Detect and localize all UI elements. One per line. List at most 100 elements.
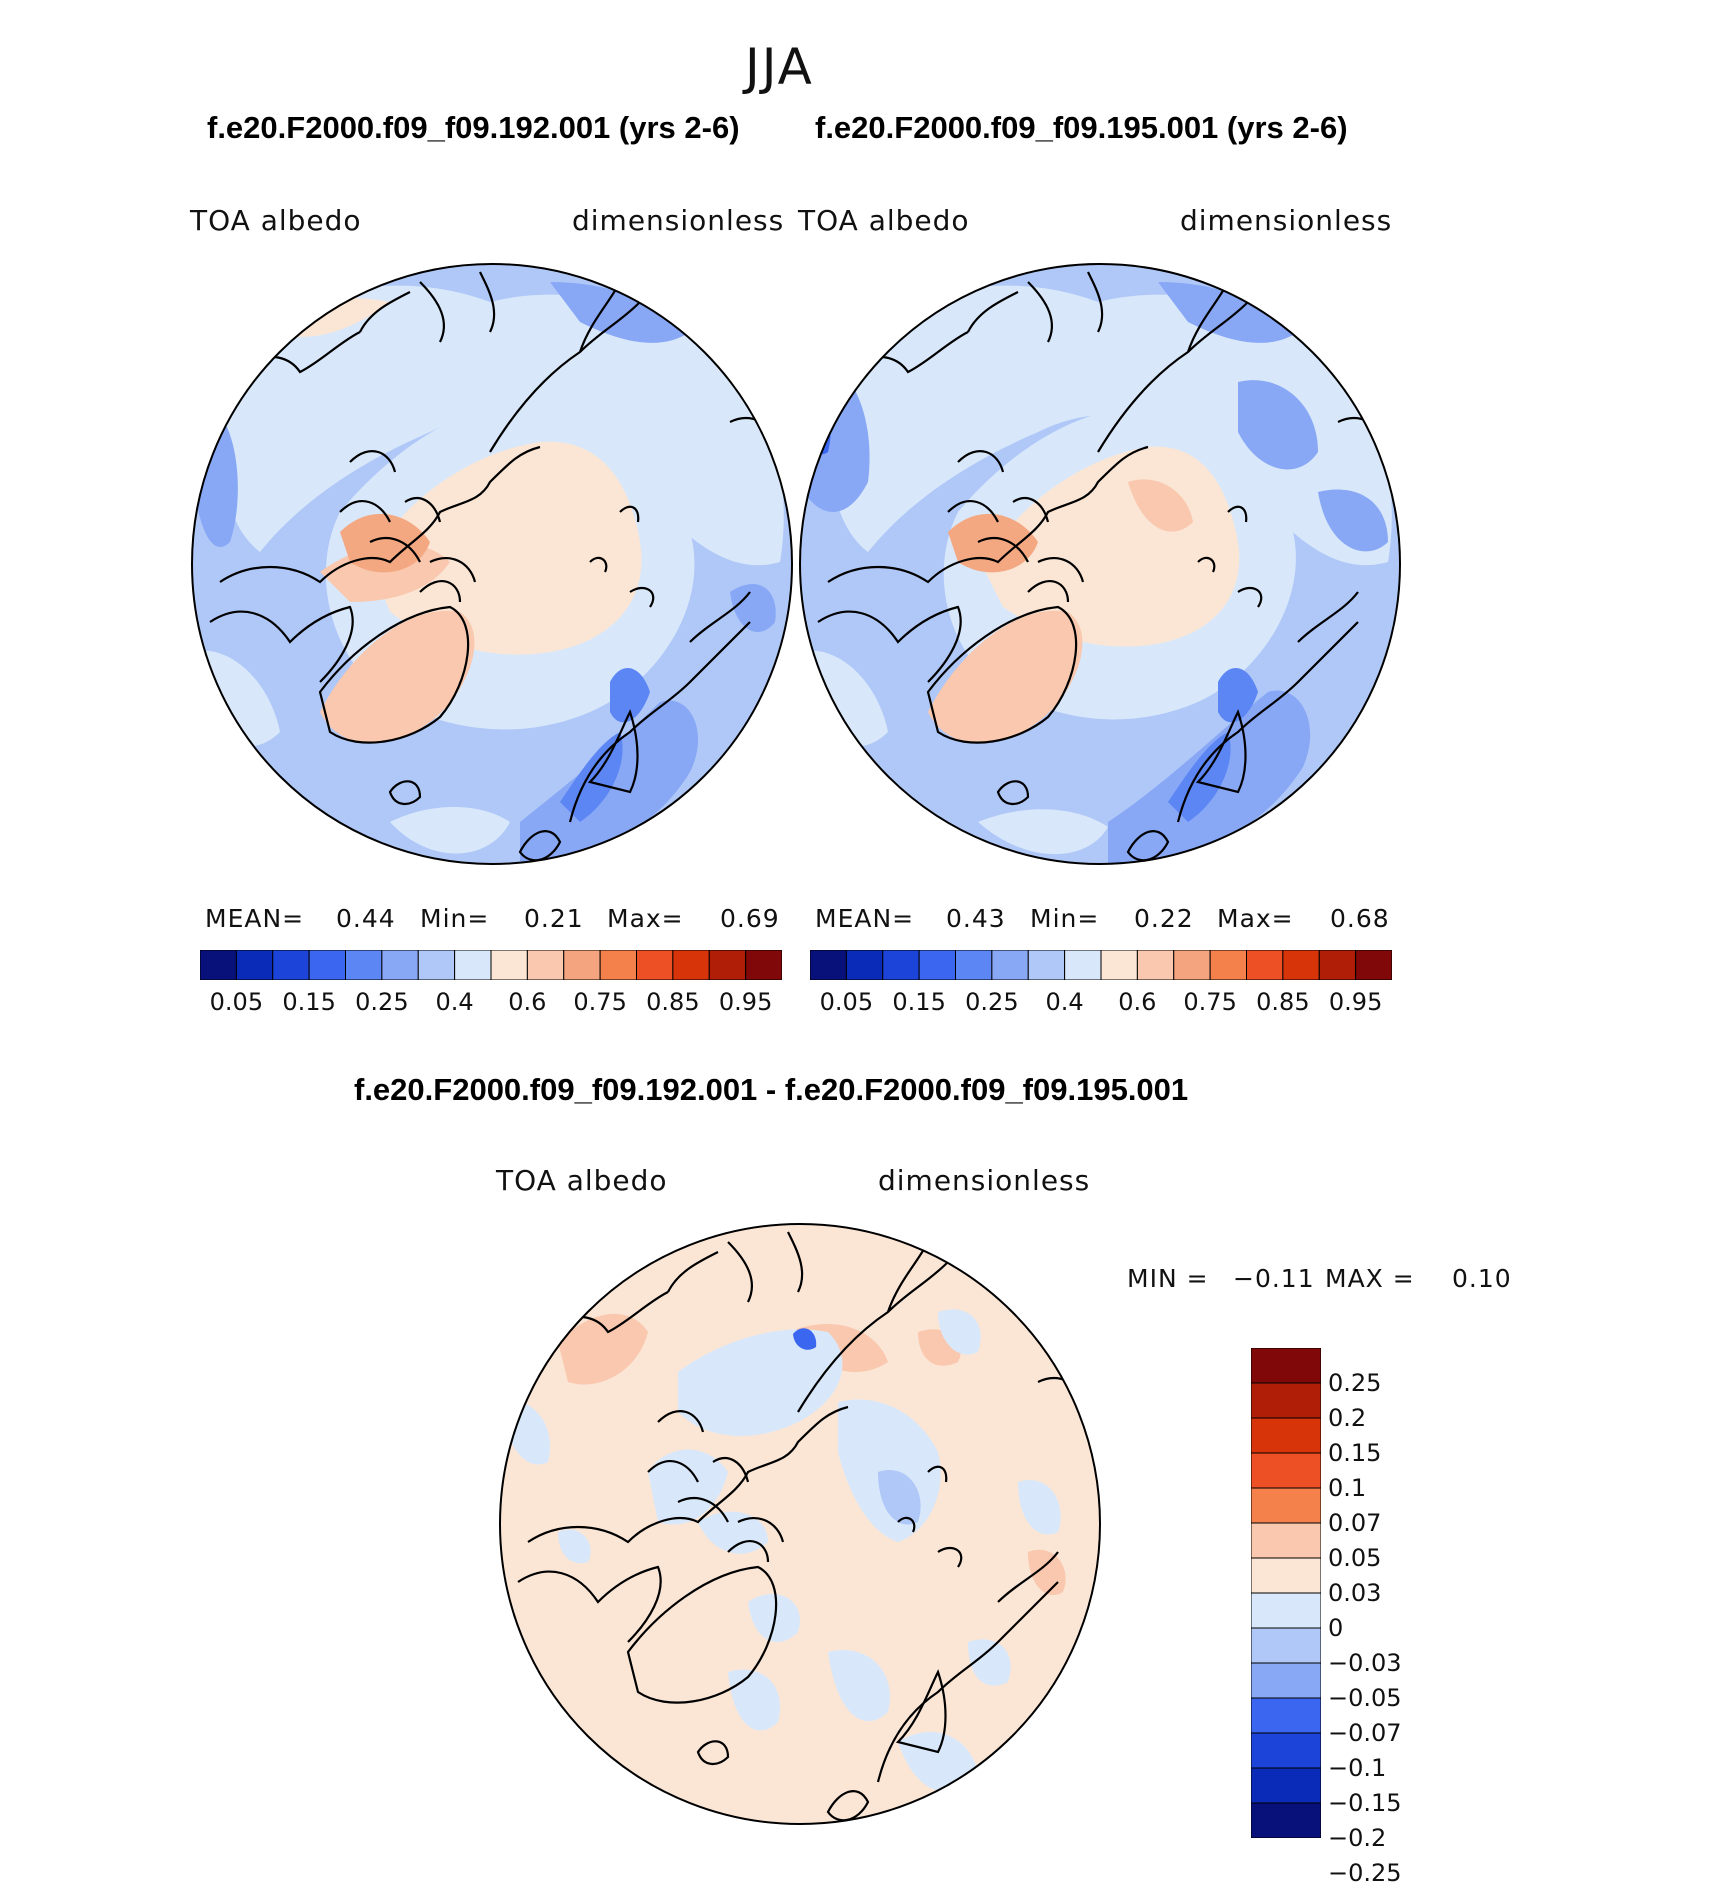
panel-2-colorbar-tick-label: 0.6 [1118,988,1157,1016]
panel-2-colorbar-swatch [1282,949,1320,981]
panel-1-mean-value: 0.44 [336,904,396,933]
panel-2-max-label: Max= [1217,904,1294,933]
season-title: JJA [745,38,814,96]
panel-1-colorbar-swatch [526,949,565,981]
panel-1-colorbar-tick-label: 0.15 [282,988,336,1016]
diff-colorbar-swatch [1250,1767,1322,1804]
panel-2-min-value: 0.22 [1134,904,1194,933]
panel-1-colorbar-swatch [636,949,674,981]
panel-1-colorbar-tick-label: 0.85 [646,988,700,1016]
diff-min-value: −0.11 [1233,1264,1315,1293]
panel-1-colorbar-tick-label: 0.95 [718,988,773,1016]
diff-max-label: MAX = [1325,1264,1415,1293]
diff-colorbar-swatch [1250,1697,1322,1734]
diff-colorbar-tick-label: 0 [1328,1614,1344,1642]
panel-1-colorbar-tick-label: 0.05 [209,988,264,1016]
diff-colorbar-tick-label: 0.03 [1328,1579,1382,1607]
panel-2-colorbar-tick-label: 0.95 [1328,988,1383,1016]
panel-1-case-title: f.e20.F2000.f09_f09.192.001 (yrs 2-6) [207,110,740,145]
diff-variable-label: TOA albedo [496,1164,668,1197]
panel-2-polar-map [799,263,1401,865]
panel-1-max-label: Max= [607,904,684,933]
panel-2-colorbar-swatch [1136,949,1175,981]
diff-colorbar-swatch [1250,1522,1322,1559]
panel-1-units-label: dimensionless [572,204,785,237]
panel-2-colorbar-swatch [809,949,847,981]
diff-colorbar-tick-label: −0.2 [1328,1824,1387,1852]
panel-2-colorbar-tick-label: 0.15 [892,988,946,1016]
panel-2-colorbar-swatch [882,949,920,981]
panel-2-colorbar-swatch [1318,949,1357,981]
panel-2-mean-value: 0.43 [946,904,1006,933]
panel-1-colorbar-ticks: 0.05 0.15 0.25 0.4 0.6 0.75 0.85 0.95 [200,988,782,1018]
diff-colorbar-tick-label: −0.1 [1328,1754,1387,1782]
diff-colorbar-swatch [1250,1732,1322,1769]
panel-2-colorbar-swatch [1100,949,1138,981]
panel-1-colorbar-tick-label: 0.25 [355,988,409,1016]
diff-min-label: MIN = [1127,1264,1209,1293]
panel-2-colorbar-swatch [1064,949,1102,981]
panel-2-colorbar-swatch [1246,949,1284,981]
panel-2-units-label: dimensionless [1180,204,1393,237]
panel-2-colorbar-swatch [1027,949,1066,981]
panel-2-colorbar-swatch [918,949,956,981]
diff-colorbar-swatch [1250,1662,1322,1699]
diff-colorbar-tick-label: 0.05 [1328,1544,1382,1572]
panel-1-mean-label: MEAN= [205,904,305,933]
diff-colorbar-swatch [1250,1592,1322,1629]
panel-1-colorbar-swatch [672,949,710,981]
panel-2-colorbar-swatch [955,949,993,981]
diff-colorbar-swatch [1250,1452,1322,1489]
diff-colorbar-tick-label: −0.05 [1328,1684,1402,1712]
panel-1-colorbar-swatch [345,949,383,981]
diff-max-value: 0.10 [1452,1264,1512,1293]
diff-colorbar-tick-label: 0.2 [1328,1404,1367,1432]
diff-colorbar-tick-label: 0.1 [1328,1474,1367,1502]
panel-1-colorbar-tick-label: 0.4 [435,988,474,1016]
panel-2-colorbar-tick-label: 0.75 [1183,988,1237,1016]
panel-2-colorbar-swatch [1173,949,1211,981]
panel-2-colorbar-ticks: 0.05 0.15 0.25 0.4 0.6 0.75 0.85 0.95 [810,988,1392,1018]
diff-colorbar-swatch [1250,1802,1322,1839]
diff-title: f.e20.F2000.f09_f09.192.001 - f.e20.F200… [354,1072,1189,1107]
panel-2-colorbar-tick-label: 0.4 [1045,988,1084,1016]
panel-2-colorbar-swatch [991,949,1029,981]
panel-1-colorbar-swatch [454,949,492,981]
panel-2-variable-label: TOA albedo [798,204,970,237]
diff-colorbar [1250,1347,1322,1839]
diff-colorbar-swatch [1250,1627,1322,1664]
diff-colorbar-swatch [1250,1557,1322,1594]
diff-colorbar-tick-label: −0.15 [1328,1789,1402,1817]
panel-1-max-value: 0.69 [720,904,780,933]
panel-2-max-value: 0.68 [1330,904,1390,933]
panel-1-colorbar-swatch [199,949,237,981]
diff-colorbar-swatch [1250,1417,1322,1454]
panel-1-polar-map [191,263,793,865]
panel-2-min-label: Min= [1030,904,1100,933]
panel-2-case-title: f.e20.F2000.f09_f09.195.001 (yrs 2-6) [815,110,1348,145]
panel-1-colorbar-swatch [563,949,601,981]
diff-units-label: dimensionless [878,1164,1091,1197]
panel-2-mean-label: MEAN= [815,904,915,933]
panel-2-colorbar-tick-label: 0.25 [965,988,1019,1016]
diff-colorbar-tick-label: −0.25 [1328,1859,1402,1887]
diff-colorbar-ticks: 0.25 0.2 0.15 0.1 0.07 0.05 0.03 0 −0.03 −0.05 −0.… [1328,1348,1448,1887]
panel-2-colorbar-swatch [1209,949,1247,981]
panel-1-colorbar-swatch [745,949,783,981]
panel-1-colorbar-swatch [381,949,419,981]
diff-colorbar-tick-label: 0.25 [1328,1369,1382,1397]
diff-colorbar-tick-label: −0.03 [1328,1649,1402,1677]
panel-2-colorbar-tick-label: 0.05 [819,988,874,1016]
diff-colorbar-swatch [1250,1382,1322,1419]
diff-colorbar-swatch [1250,1347,1322,1384]
diff-polar-map [499,1223,1101,1825]
panel-1-colorbar-tick-label: 0.6 [508,988,547,1016]
diff-colorbar-tick-label: 0.15 [1328,1439,1382,1467]
panel-1-colorbar-swatch [599,949,637,981]
panel-1-colorbar [199,949,783,981]
panel-1-min-label: Min= [420,904,490,933]
panel-1-variable-label: TOA albedo [190,204,362,237]
panel-2-colorbar-swatch [845,949,884,981]
panel-1-colorbar-swatch [308,949,346,981]
panel-2-colorbar [809,949,1393,981]
